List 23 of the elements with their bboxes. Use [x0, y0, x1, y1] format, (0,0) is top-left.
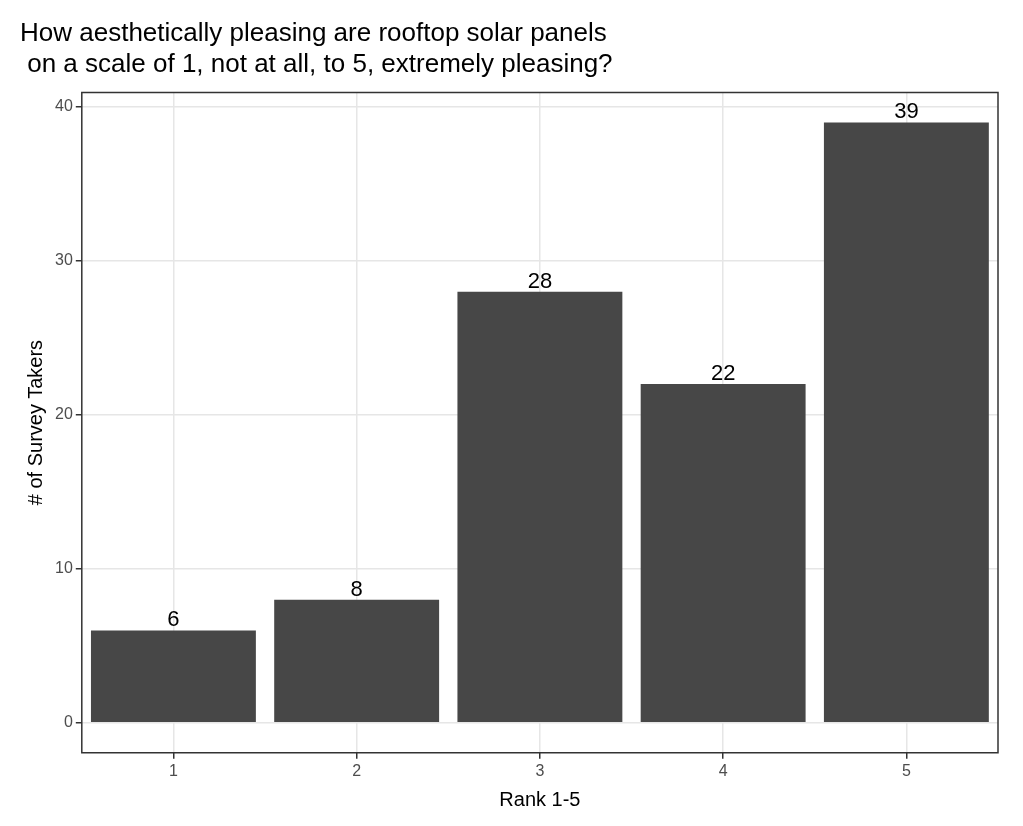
y-tick-label: 20 [55, 405, 73, 423]
chart-title: How aesthetically pleasing are rooftop solar panels on a scale of 1, not at all, to 5, extremely pleasing? [20, 16, 613, 78]
bar [457, 291, 623, 723]
x-axis-title: Rank 1-5 [499, 787, 581, 810]
data-label: 22 [710, 360, 736, 386]
x-tick-label: 5 [901, 761, 911, 779]
bar [90, 630, 256, 723]
x-tick-label: 3 [535, 761, 545, 779]
data-label: 28 [527, 267, 553, 293]
data-label: 6 [167, 606, 180, 632]
x-tick-label: 2 [352, 761, 362, 779]
x-tick-label: 1 [168, 761, 178, 779]
y-tick-label: 0 [63, 713, 73, 731]
y-tick-label: 30 [55, 251, 73, 269]
bar [274, 599, 440, 723]
y-axis-title: # of Survey Takers [23, 339, 46, 506]
data-label: 39 [894, 98, 919, 124]
data-label: 8 [350, 575, 363, 601]
y-tick-label: 10 [55, 559, 73, 577]
bar [823, 122, 989, 723]
x-tick-label: 4 [718, 761, 728, 779]
y-tick-label: 40 [55, 97, 73, 115]
bar [640, 384, 806, 723]
